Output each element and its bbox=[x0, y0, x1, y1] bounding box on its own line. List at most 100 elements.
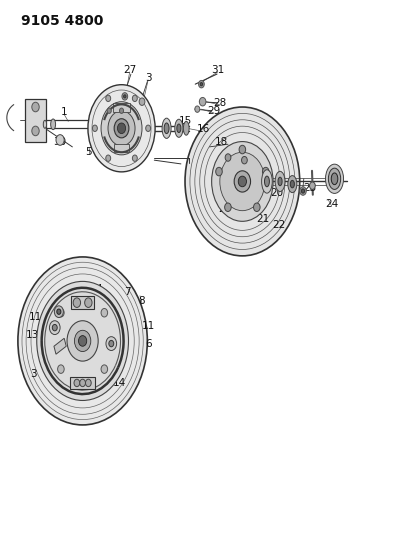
Bar bbox=[114, 144, 129, 152]
Circle shape bbox=[106, 155, 111, 161]
Circle shape bbox=[139, 98, 145, 106]
Text: 3: 3 bbox=[145, 73, 152, 83]
Circle shape bbox=[56, 135, 64, 146]
Circle shape bbox=[54, 306, 63, 318]
Circle shape bbox=[52, 325, 57, 331]
Bar bbox=[71, 296, 94, 309]
Circle shape bbox=[225, 154, 231, 161]
Circle shape bbox=[254, 203, 260, 212]
Circle shape bbox=[85, 379, 91, 386]
Text: 22: 22 bbox=[272, 220, 286, 230]
Text: 16: 16 bbox=[197, 124, 210, 134]
Text: 24: 24 bbox=[325, 199, 338, 209]
Circle shape bbox=[18, 257, 147, 425]
Ellipse shape bbox=[164, 123, 169, 134]
Circle shape bbox=[74, 330, 91, 352]
Circle shape bbox=[101, 309, 108, 317]
Ellipse shape bbox=[175, 119, 183, 138]
Circle shape bbox=[74, 379, 80, 386]
Text: 30: 30 bbox=[53, 136, 67, 147]
Text: 5: 5 bbox=[85, 147, 92, 157]
Text: 9105 4800: 9105 4800 bbox=[21, 14, 104, 28]
Circle shape bbox=[263, 167, 269, 176]
Circle shape bbox=[101, 365, 108, 374]
Circle shape bbox=[106, 95, 111, 102]
Ellipse shape bbox=[328, 168, 341, 189]
Circle shape bbox=[145, 125, 150, 132]
Circle shape bbox=[239, 146, 246, 154]
Text: 26: 26 bbox=[236, 206, 249, 216]
Text: 3: 3 bbox=[30, 369, 37, 379]
Text: 29: 29 bbox=[207, 106, 220, 116]
Circle shape bbox=[109, 341, 114, 347]
Text: 11: 11 bbox=[29, 312, 42, 322]
Ellipse shape bbox=[183, 122, 189, 135]
Circle shape bbox=[216, 167, 222, 176]
Circle shape bbox=[195, 106, 200, 112]
Ellipse shape bbox=[288, 175, 297, 192]
Ellipse shape bbox=[275, 171, 285, 191]
Circle shape bbox=[220, 152, 265, 211]
Ellipse shape bbox=[265, 176, 269, 187]
Circle shape bbox=[185, 107, 300, 256]
Circle shape bbox=[37, 281, 129, 400]
Ellipse shape bbox=[278, 177, 282, 185]
Text: 19: 19 bbox=[258, 183, 272, 193]
Text: 21: 21 bbox=[256, 214, 270, 224]
Text: 15: 15 bbox=[178, 116, 192, 126]
Circle shape bbox=[58, 365, 64, 374]
Text: 9: 9 bbox=[81, 376, 88, 386]
Ellipse shape bbox=[326, 164, 344, 193]
Circle shape bbox=[199, 80, 204, 88]
Bar bbox=[70, 377, 95, 389]
Circle shape bbox=[199, 98, 206, 106]
Circle shape bbox=[79, 336, 87, 346]
Circle shape bbox=[242, 157, 247, 164]
Ellipse shape bbox=[177, 124, 181, 133]
Text: 25: 25 bbox=[219, 204, 232, 214]
Text: 23: 23 bbox=[303, 183, 316, 193]
Text: 13: 13 bbox=[26, 329, 39, 340]
Ellipse shape bbox=[43, 120, 46, 128]
Circle shape bbox=[118, 123, 126, 134]
Circle shape bbox=[309, 182, 315, 189]
Text: 6: 6 bbox=[145, 338, 152, 349]
Text: 17: 17 bbox=[121, 154, 134, 164]
Circle shape bbox=[120, 108, 124, 114]
Circle shape bbox=[49, 321, 60, 335]
Ellipse shape bbox=[162, 118, 171, 139]
Circle shape bbox=[234, 171, 251, 192]
Circle shape bbox=[122, 93, 128, 100]
Circle shape bbox=[88, 85, 155, 172]
Text: 10: 10 bbox=[66, 287, 79, 297]
Text: 8: 8 bbox=[139, 296, 145, 306]
Circle shape bbox=[32, 126, 39, 136]
Circle shape bbox=[108, 111, 135, 146]
Circle shape bbox=[58, 309, 64, 317]
Circle shape bbox=[57, 309, 61, 314]
Circle shape bbox=[92, 125, 97, 132]
Circle shape bbox=[80, 379, 85, 386]
Bar bbox=[113, 103, 130, 112]
Circle shape bbox=[67, 321, 98, 361]
Text: 1: 1 bbox=[61, 107, 67, 117]
Circle shape bbox=[200, 83, 203, 86]
Circle shape bbox=[107, 108, 111, 114]
Circle shape bbox=[238, 176, 247, 187]
Ellipse shape bbox=[51, 119, 55, 130]
Text: 12: 12 bbox=[107, 104, 120, 115]
Circle shape bbox=[73, 298, 81, 308]
Circle shape bbox=[225, 203, 231, 212]
Circle shape bbox=[106, 337, 117, 351]
Circle shape bbox=[300, 187, 306, 195]
Text: 11: 11 bbox=[141, 321, 155, 331]
Circle shape bbox=[132, 155, 137, 161]
Ellipse shape bbox=[331, 173, 338, 184]
Text: 2: 2 bbox=[125, 106, 131, 116]
Text: 18: 18 bbox=[215, 136, 229, 147]
Text: 28: 28 bbox=[213, 98, 226, 108]
Text: 14: 14 bbox=[113, 378, 126, 389]
Text: 4: 4 bbox=[96, 284, 102, 294]
Text: 27: 27 bbox=[123, 65, 136, 75]
Text: 7: 7 bbox=[125, 287, 131, 297]
